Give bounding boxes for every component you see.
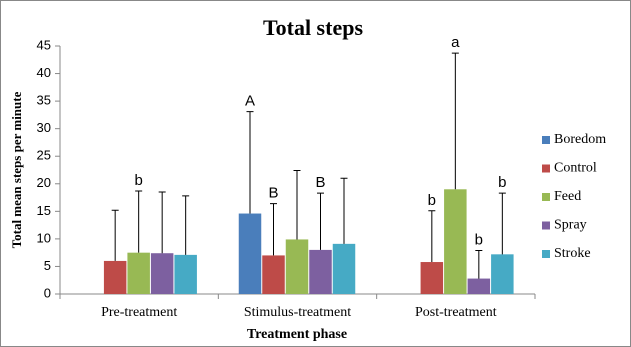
y-tick-label: 0: [44, 285, 51, 300]
bar: [262, 255, 285, 294]
y-tick-label: 25: [37, 148, 51, 163]
error-bar: [135, 190, 143, 253]
error-bar: [475, 249, 483, 279]
error-bar: [451, 52, 459, 190]
legend-swatch: [542, 250, 550, 258]
bar: [150, 253, 174, 294]
bar: [467, 278, 491, 294]
y-tick-label: 20: [37, 175, 51, 190]
y-tick-label: 45: [37, 37, 51, 52]
y-tick-label: 15: [37, 203, 51, 218]
error-bar: [293, 170, 301, 240]
bar: [444, 189, 467, 294]
bar: [285, 239, 309, 294]
error-bar: [246, 111, 254, 214]
error-bar: [182, 195, 190, 255]
bar: [103, 260, 127, 294]
x-tick-label: Post-treatment: [415, 305, 497, 320]
bar: [420, 262, 444, 294]
significance-letter: B: [315, 174, 325, 191]
x-tick-label: Stimulus-treatment: [244, 305, 351, 320]
error-bar: [158, 191, 166, 254]
error-bar: [111, 209, 119, 261]
y-axis-label: Total mean steps per minute: [9, 91, 24, 248]
error-bar: [270, 203, 277, 256]
error-bar: [317, 192, 324, 250]
y-tick-label: 10: [37, 230, 51, 245]
legend-swatch: [542, 221, 550, 230]
bar: [238, 213, 262, 294]
bar: [491, 254, 514, 294]
y-tick-label: 30: [37, 120, 51, 135]
legend-swatch: [542, 164, 550, 173]
bar: [332, 243, 356, 294]
x-axis-label: Treatment phase: [247, 327, 347, 342]
y-tick-label: 35: [37, 93, 51, 108]
legend-label: Stroke: [554, 246, 591, 261]
bar: [174, 254, 197, 294]
x-tick-label: Pre-treatment: [101, 305, 177, 320]
significance-letter: b: [475, 231, 483, 248]
legend-swatch: [542, 136, 550, 144]
bar: [127, 252, 150, 294]
significance-letter: B: [268, 185, 278, 202]
y-tick-label: 40: [37, 65, 51, 80]
chart-title: Total steps: [263, 15, 363, 40]
legend-swatch: [542, 193, 550, 201]
legend-label: Boredom: [554, 132, 606, 147]
significance-letter: b: [428, 192, 436, 209]
significance-letter: a: [451, 34, 460, 51]
error-bar: [340, 177, 348, 244]
legend-label: Feed: [554, 189, 581, 204]
error-bar: [428, 210, 436, 263]
bar: [309, 249, 332, 294]
significance-letter: b: [134, 172, 142, 189]
legend-label: Spray: [554, 218, 587, 233]
significance-letter: A: [245, 93, 255, 110]
legend-label: Control: [554, 161, 597, 176]
significance-letter: b: [498, 174, 506, 191]
error-bar: [498, 192, 506, 255]
y-tick-label: 5: [44, 258, 51, 273]
